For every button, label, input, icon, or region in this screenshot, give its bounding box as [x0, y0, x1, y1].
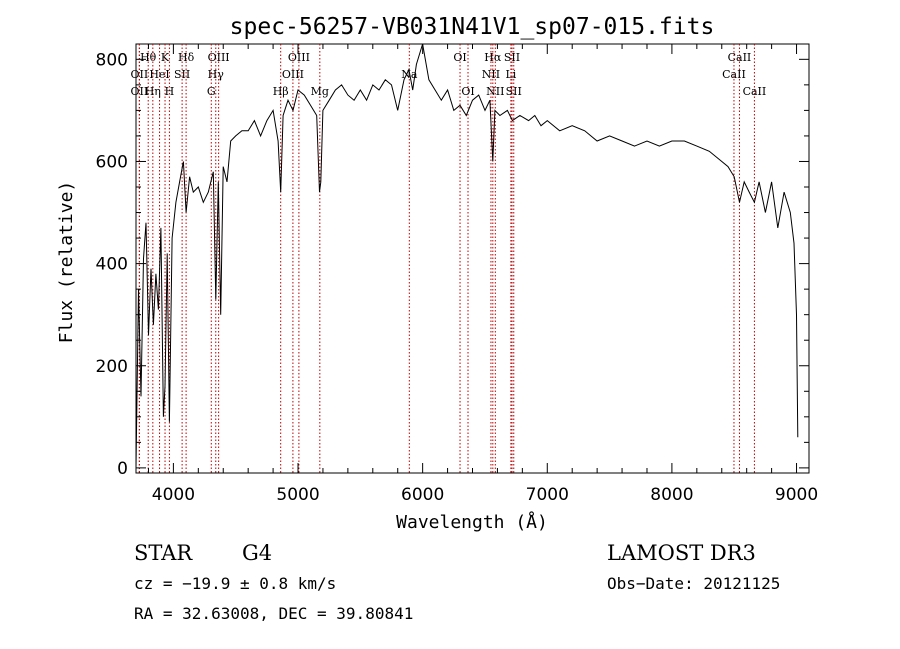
plot-frame — [135, 43, 810, 474]
spectral-line-label: G — [207, 85, 216, 98]
x-axis-ticks: 4000 5000 6000 7000 8000 9000 — [147, 44, 818, 505]
spectral-line-label: OII — [131, 68, 149, 81]
y-tick-label: 0 — [117, 459, 128, 479]
observation-date: Obs−Date: 20121125 — [607, 574, 780, 593]
object-subclass: G4 — [242, 541, 272, 565]
spectral-line-label: CaII — [722, 68, 746, 81]
y-axis-label: Flux (relative) — [56, 181, 77, 344]
x-tick-label: 4000 — [152, 485, 195, 505]
x-tick-label: 7000 — [526, 485, 569, 505]
y-tick-label: 600 — [96, 152, 128, 172]
spectral-line-label: OII — [131, 85, 149, 98]
spectral-line-label: SII — [504, 51, 520, 64]
spectral-line-label: SII — [506, 85, 522, 98]
spectral-line-label: HeI — [149, 68, 169, 81]
x-tick-label: 9000 — [775, 485, 818, 505]
spectral-line-label: Li — [505, 68, 516, 81]
spectral-line-label: SII — [174, 68, 190, 81]
spectral-line-label: OIII — [208, 51, 230, 64]
spectral-line-label: CaII — [728, 51, 752, 64]
x-axis-label: Wavelength (Å) — [396, 511, 548, 533]
spectral-line-label: Hβ — [273, 85, 289, 98]
object-class: STAR — [134, 541, 193, 565]
y-axis-ticks: 0 200 400 600 800 — [96, 50, 809, 479]
spectral-line-label: Hγ — [208, 68, 225, 81]
spectral-line-label: NII — [482, 68, 500, 81]
redshift-info: cz = −19.9 ± 0.8 km/s — [134, 574, 336, 593]
spectral-line-label: NII — [486, 85, 504, 98]
spectral-line-label: OI — [461, 85, 474, 98]
spectral-line-label: Hδ — [178, 51, 195, 64]
spectral-line-label: Hθ — [140, 51, 157, 64]
spectral-line-label: H — [165, 85, 175, 98]
spectral-line-label: Hη — [145, 85, 161, 98]
y-tick-label: 400 — [96, 255, 128, 275]
spectral-line-markers — [138, 44, 755, 473]
x-tick-label: 6000 — [401, 485, 444, 505]
y-tick-label: 200 — [96, 357, 128, 377]
spectral-line-label: Hα — [484, 51, 502, 64]
y-tick-label: 800 — [96, 50, 128, 70]
spectral-line-label: K — [161, 51, 170, 64]
chart-title: spec-56257-VB031N41V1_sp07-015.fits — [230, 14, 715, 40]
x-tick-label: 8000 — [650, 485, 693, 505]
spectral-line-label: OI — [453, 51, 466, 64]
x-tick-label: 5000 — [276, 485, 319, 505]
spectral-line-label: OIII — [282, 68, 304, 81]
spectral-line-label: OIII — [288, 51, 310, 64]
flux-series-line — [135, 43, 799, 468]
survey-name: LAMOST DR3 — [607, 541, 756, 565]
spectral-line-label: CaII — [743, 85, 767, 98]
spectral-line-label: Mg — [311, 85, 329, 98]
coordinates: RA = 32.63008, DEC = 39.80841 — [134, 604, 413, 623]
